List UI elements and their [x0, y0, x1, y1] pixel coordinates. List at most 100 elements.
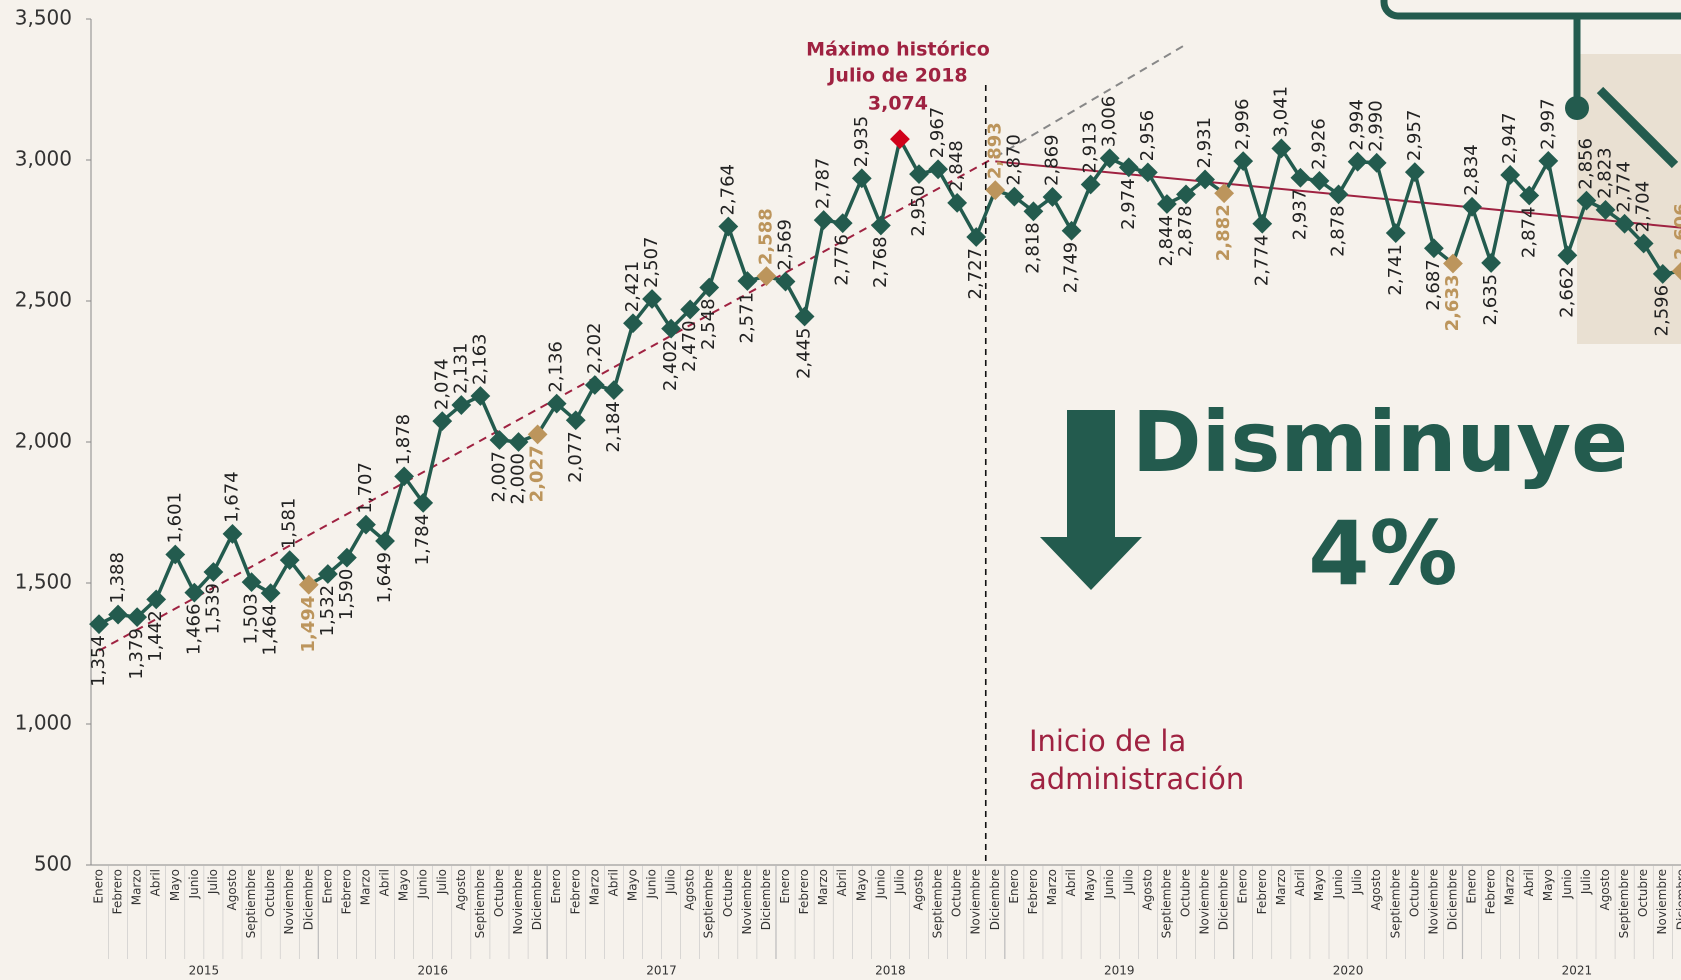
x-tick-label: Enero: [92, 869, 106, 904]
x-tick-label: Agosto: [1598, 869, 1612, 910]
x-tick-label: Julio: [1579, 869, 1593, 895]
point: [470, 386, 491, 406]
point: [775, 271, 796, 292]
point: [1290, 167, 1311, 188]
value-label: 2,869: [1042, 134, 1063, 186]
x-tick-label: Septiembre: [931, 869, 945, 938]
value-label: 2,856: [1575, 138, 1596, 190]
point: [298, 574, 319, 595]
value-label: 2,996: [1232, 99, 1253, 151]
x-tick-label: Junio: [1331, 869, 1345, 899]
point: [1443, 253, 1463, 274]
x-tick-label: Marzo: [130, 869, 144, 905]
year-label: 2020: [1333, 964, 1364, 978]
point: [584, 375, 605, 395]
value-label: 2,768: [870, 236, 891, 288]
point: [794, 306, 815, 327]
value-label: 3,041: [1270, 86, 1291, 138]
value-label: 2,834: [1461, 144, 1482, 196]
value-label: 2,727: [965, 248, 986, 300]
value-label: 2,878: [1328, 205, 1349, 257]
value-label: 2,136: [546, 341, 567, 393]
year-label: 2016: [417, 964, 448, 978]
point: [642, 289, 662, 309]
point: [1271, 138, 1292, 159]
x-tick-label: Diciembre: [988, 869, 1002, 930]
value-label: 2,163: [469, 334, 490, 386]
callout-dot: [1565, 96, 1589, 120]
value-label: 2,774: [1614, 161, 1635, 213]
x-tick-label: Noviembre: [1655, 869, 1669, 935]
x-tick-label: Octubre: [263, 869, 277, 917]
x-tick-label: Diciembre: [1217, 869, 1231, 930]
point: [1233, 151, 1254, 172]
value-label: 1,466: [183, 604, 204, 656]
value-label: 2,974: [1118, 178, 1139, 230]
point: [394, 466, 415, 487]
point: [1538, 150, 1559, 171]
point: [1633, 233, 1654, 254]
x-tick-label: Febrero: [1255, 869, 1269, 914]
y-tick-label: 1,500: [15, 570, 72, 594]
year-label: 2017: [646, 964, 677, 978]
start-note: Inicio de la: [1029, 724, 1186, 758]
point: [1404, 162, 1425, 183]
point: [1385, 223, 1406, 243]
value-label: 2,548: [698, 298, 719, 350]
x-tick-label: Agosto: [683, 869, 697, 910]
value-label: 2,935: [851, 116, 872, 168]
x-tick-label: Octubre: [1636, 869, 1650, 917]
point: [1500, 165, 1521, 185]
x-tick-label: Mayo: [1312, 869, 1326, 901]
value-label: 2,994: [1347, 99, 1368, 151]
point: [451, 395, 472, 415]
x-tick-label: Febrero: [568, 869, 582, 914]
x-tick-label: Febrero: [797, 869, 811, 914]
value-label: 2,606: [1671, 203, 1681, 260]
value-label: 2,662: [1556, 266, 1577, 318]
value-label: 2,947: [1499, 112, 1520, 164]
x-tick-label: Enero: [778, 869, 792, 904]
x-tick-label: Enero: [1007, 869, 1021, 904]
value-label: 2,470: [679, 320, 700, 372]
x-tick-label: Junio: [873, 869, 887, 899]
point: [1652, 264, 1673, 284]
value-label: 2,741: [1385, 244, 1406, 296]
x-tick-label: Agosto: [1369, 869, 1383, 910]
x-tick-label: Mayo: [168, 869, 182, 901]
headline-value: 4%: [1308, 502, 1457, 605]
x-tick-label: Diciembre: [759, 869, 773, 930]
x-tick-label: Marzo: [1274, 869, 1288, 905]
value-label: 2,764: [717, 164, 738, 216]
point: [489, 430, 510, 450]
value-label: 1,674: [221, 471, 242, 523]
x-tick-label: Enero: [549, 869, 563, 904]
x-tick-label: Mayo: [854, 869, 868, 901]
point: [737, 271, 758, 291]
point: [1519, 185, 1540, 206]
value-label: 1,539: [202, 583, 223, 635]
x-tick-label: Febrero: [1026, 869, 1040, 914]
y-tick-label: 3,500: [15, 6, 72, 30]
x-tick-label: Mayo: [1083, 869, 1097, 901]
value-label: 2,893: [984, 122, 1005, 179]
y-tick-label: 2,000: [15, 429, 72, 453]
value-label: 2,997: [1537, 98, 1558, 150]
point: [1347, 151, 1368, 172]
x-tick-label: Octubre: [1407, 869, 1421, 917]
x-tick-label: Julio: [1350, 869, 1364, 895]
value-label: 2,687: [1423, 259, 1444, 311]
x-tick-label: Junio: [187, 869, 201, 899]
x-tick-label: Abril: [378, 869, 392, 896]
value-label: 2,633: [1442, 274, 1463, 331]
point: [279, 550, 300, 571]
value-label: 2,774: [1251, 235, 1272, 287]
x-tick-label: Abril: [149, 869, 163, 896]
point: [603, 380, 624, 401]
value-label: 1,442: [145, 610, 166, 662]
point: [1137, 162, 1158, 183]
start-note: administración: [1029, 762, 1244, 796]
x-tick-label: Febrero: [339, 869, 353, 914]
value-label: 1,649: [374, 552, 395, 604]
